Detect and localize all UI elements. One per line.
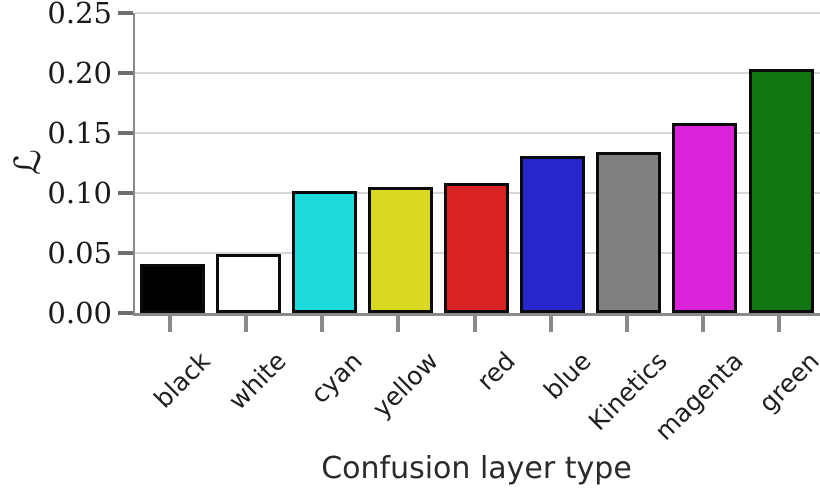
y-tick-label-0.10: 0.10	[47, 176, 112, 210]
x-axis-title: Confusion layer type	[321, 451, 632, 486]
plot-area	[133, 12, 820, 316]
x-tick-magenta	[700, 316, 705, 332]
x-tick-blue	[548, 316, 553, 332]
y-tick-0.15	[118, 131, 133, 135]
bar-cyan	[291, 190, 357, 313]
bar-Kinetics	[596, 152, 662, 313]
y-tick-label-0.25: 0.25	[47, 0, 112, 30]
gridline-0.15	[135, 132, 820, 134]
gridline-0.20	[135, 72, 820, 74]
x-tick-black	[168, 316, 172, 332]
x-tick-Kinetics	[624, 316, 629, 332]
x-tick-yellow	[396, 316, 401, 332]
bar-blue	[520, 155, 586, 313]
bar-red	[444, 183, 509, 313]
y-tick-0.05	[118, 251, 133, 255]
y-tick-0.10	[118, 191, 133, 195]
y-tick-label-0.15: 0.15	[47, 116, 112, 150]
y-tick-label-0.20: 0.20	[47, 56, 112, 90]
x-tick-red	[472, 316, 477, 332]
bar-magenta	[672, 123, 738, 313]
bar-yellow	[367, 187, 433, 313]
x-tick-white	[244, 316, 249, 332]
gridline-0.25	[135, 12, 820, 14]
y-tick-label-0.05: 0.05	[47, 236, 112, 270]
x-tick-cyan	[320, 316, 325, 332]
y-tick-0.20	[118, 71, 133, 75]
y-tick-0.00	[118, 311, 133, 315]
y-tick-label-0.00: 0.00	[47, 296, 112, 330]
bar-black	[139, 263, 205, 313]
bar-white	[215, 254, 281, 313]
x-tick-green	[777, 316, 781, 332]
bar-green	[748, 69, 814, 313]
y-tick-0.25	[118, 11, 133, 15]
